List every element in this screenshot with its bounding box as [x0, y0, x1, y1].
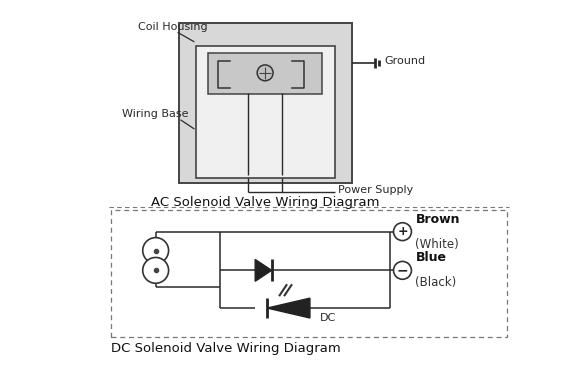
- Text: DC: DC: [320, 313, 336, 323]
- Text: Blue: Blue: [416, 252, 447, 265]
- Text: +: +: [397, 225, 408, 238]
- Text: Coil Housing: Coil Housing: [138, 22, 207, 32]
- Circle shape: [257, 65, 273, 81]
- Polygon shape: [267, 298, 310, 318]
- Circle shape: [143, 257, 168, 283]
- Circle shape: [393, 262, 411, 279]
- Bar: [178, 23, 352, 183]
- Text: Brown: Brown: [416, 213, 460, 226]
- Circle shape: [393, 223, 411, 240]
- Bar: [111, 210, 507, 337]
- Bar: [197, 46, 335, 178]
- Text: Ground: Ground: [384, 56, 426, 66]
- Text: AC Solenoid Valve Wiring Diagram: AC Solenoid Valve Wiring Diagram: [151, 196, 379, 209]
- Text: Wiring Base: Wiring Base: [122, 109, 188, 119]
- Polygon shape: [255, 259, 272, 281]
- Text: −: −: [397, 263, 409, 278]
- Text: Power Supply: Power Supply: [338, 185, 413, 195]
- Text: DC Solenoid Valve Wiring Diagram: DC Solenoid Valve Wiring Diagram: [111, 342, 340, 355]
- Text: (Black): (Black): [416, 276, 457, 289]
- Bar: [208, 53, 322, 94]
- Circle shape: [143, 237, 168, 263]
- Text: (White): (White): [416, 237, 459, 250]
